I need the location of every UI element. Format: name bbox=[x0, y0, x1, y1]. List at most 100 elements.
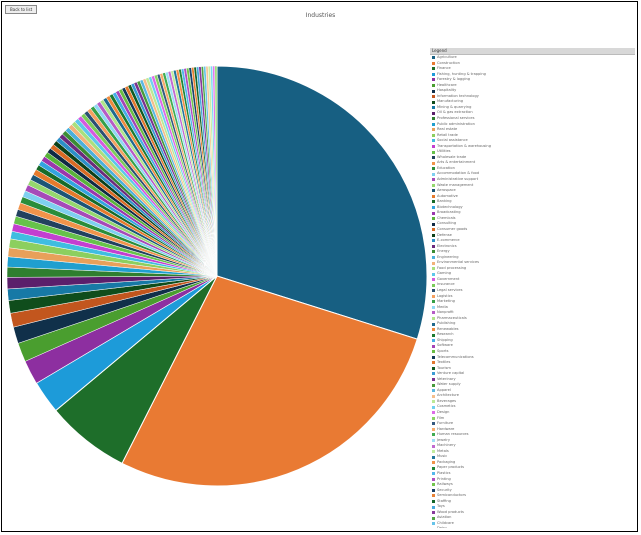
legend-item[interactable]: Legal services bbox=[430, 288, 635, 294]
legend-item[interactable]: Accommodation & food bbox=[430, 171, 635, 177]
legend-item[interactable]: Food processing bbox=[430, 266, 635, 272]
legend-item[interactable]: Film bbox=[430, 416, 635, 422]
legend-item[interactable]: Machinery bbox=[430, 443, 635, 449]
legend-item[interactable]: Information technology bbox=[430, 94, 635, 100]
legend-item[interactable]: Engineering bbox=[430, 255, 635, 261]
legend-item[interactable]: Finance bbox=[430, 66, 635, 72]
legend-item[interactable]: Retail trade bbox=[430, 133, 635, 139]
legend-item[interactable]: Jewelry bbox=[430, 438, 635, 444]
legend-item[interactable]: Wood products bbox=[430, 510, 635, 516]
legend-item[interactable]: Printing bbox=[430, 477, 635, 483]
legend-item[interactable]: Security bbox=[430, 488, 635, 494]
legend-item[interactable]: Hardware bbox=[430, 427, 635, 433]
legend-item[interactable]: Government bbox=[430, 277, 635, 283]
legend-item[interactable]: Paper products bbox=[430, 465, 635, 471]
legend-item[interactable]: Waste management bbox=[430, 183, 635, 189]
legend-item[interactable]: Software bbox=[430, 343, 635, 349]
pie-slice[interactable] bbox=[216, 65, 428, 340]
legend-item[interactable]: Environmental services bbox=[430, 260, 635, 266]
legend-label: Government bbox=[437, 276, 460, 281]
legend-item[interactable]: Childcare bbox=[430, 521, 635, 527]
legend-item[interactable]: Social assistance bbox=[430, 138, 635, 144]
legend-item[interactable]: Human resources bbox=[430, 432, 635, 438]
legend-item[interactable]: Construction bbox=[430, 61, 635, 67]
legend-item[interactable]: Fishing, hunting & trapping bbox=[430, 72, 635, 78]
legend-item[interactable]: Consumer goods bbox=[430, 227, 635, 233]
legend-item[interactable]: Consulting bbox=[430, 221, 635, 227]
legend-item[interactable]: Hospitality bbox=[430, 88, 635, 94]
legend-item[interactable]: Oil & gas extraction bbox=[430, 110, 635, 116]
legend-item[interactable]: Transportation & warehousing bbox=[430, 144, 635, 150]
legend-item[interactable]: Professional services bbox=[430, 116, 635, 122]
legend-item[interactable]: Chemicals bbox=[430, 216, 635, 222]
legend-item[interactable]: Sports bbox=[430, 349, 635, 355]
legend-item[interactable]: Wholesale trade bbox=[430, 155, 635, 161]
legend-item[interactable]: Apparel bbox=[430, 388, 635, 394]
legend-item[interactable]: Design bbox=[430, 410, 635, 416]
legend-item[interactable]: Public administration bbox=[430, 122, 635, 128]
legend-item[interactable]: Marketing bbox=[430, 299, 635, 305]
legend-item[interactable]: Broadcasting bbox=[430, 210, 635, 216]
legend-item[interactable]: Banking bbox=[430, 199, 635, 205]
legend-item[interactable]: Music bbox=[430, 454, 635, 460]
legend-item[interactable]: Furniture bbox=[430, 421, 635, 427]
legend-label: Construction bbox=[437, 60, 460, 65]
legend-item[interactable]: Aerospace bbox=[430, 188, 635, 194]
legend-item[interactable]: Research bbox=[430, 332, 635, 338]
legend-item[interactable]: Packaging bbox=[430, 460, 635, 466]
legend-item[interactable]: Healthcare bbox=[430, 83, 635, 89]
legend-item[interactable]: Architecture bbox=[430, 393, 635, 399]
legend-item[interactable]: Cosmetics bbox=[430, 404, 635, 410]
legend-item[interactable]: Arts & entertainment bbox=[430, 160, 635, 166]
legend-item[interactable]: Veterinary bbox=[430, 377, 635, 383]
legend-item[interactable]: Logistics bbox=[430, 294, 635, 300]
legend-item[interactable]: Administrative support bbox=[430, 177, 635, 183]
legend-swatch bbox=[432, 450, 435, 454]
legend-item[interactable]: Textiles bbox=[430, 360, 635, 366]
legend-swatch bbox=[432, 405, 435, 409]
legend-label: Nonprofit bbox=[437, 310, 454, 315]
legend-swatch bbox=[432, 500, 435, 504]
back-button[interactable]: Back to list bbox=[5, 5, 38, 14]
legend-item[interactable]: Aviation bbox=[430, 515, 635, 521]
legend-item[interactable]: Gaming bbox=[430, 271, 635, 277]
legend-item[interactable]: Real estate bbox=[430, 127, 635, 133]
legend-item[interactable]: Renewables bbox=[430, 327, 635, 333]
legend-item[interactable]: Dairy bbox=[430, 526, 635, 528]
legend-item[interactable]: Pharmaceuticals bbox=[430, 316, 635, 322]
legend-item[interactable]: Utilities bbox=[430, 149, 635, 155]
legend-item[interactable]: Beverages bbox=[430, 399, 635, 405]
legend-item[interactable]: Defense bbox=[430, 233, 635, 239]
legend-item[interactable]: Railways bbox=[430, 482, 635, 488]
legend-item[interactable]: Media bbox=[430, 305, 635, 311]
legend-item[interactable]: Agriculture bbox=[430, 55, 635, 61]
legend-label: Toys bbox=[437, 504, 445, 509]
legend-item[interactable]: Mining & quarrying bbox=[430, 105, 635, 111]
legend-item[interactable]: Metals bbox=[430, 449, 635, 455]
legend-item[interactable]: E-commerce bbox=[430, 238, 635, 244]
legend-item[interactable]: Publishing bbox=[430, 321, 635, 327]
legend-item[interactable]: Toys bbox=[430, 504, 635, 510]
legend-item[interactable]: Manufacturing bbox=[430, 99, 635, 105]
legend-item[interactable]: Plastics bbox=[430, 471, 635, 477]
pie-slice[interactable] bbox=[121, 275, 418, 487]
legend-item[interactable]: Tourism bbox=[430, 366, 635, 372]
legend-item[interactable]: Forestry & logging bbox=[430, 77, 635, 83]
legend-item[interactable]: Nonprofit bbox=[430, 310, 635, 316]
legend-swatch bbox=[432, 350, 435, 354]
legend-item[interactable]: Shipping bbox=[430, 338, 635, 344]
legend-swatch bbox=[432, 328, 435, 332]
legend-item[interactable]: Biotechnology bbox=[430, 205, 635, 211]
legend-label: Plastics bbox=[437, 471, 451, 476]
legend-item[interactable]: Staffing bbox=[430, 499, 635, 505]
legend-item[interactable]: Semiconductors bbox=[430, 493, 635, 499]
legend-item[interactable]: Electronics bbox=[430, 244, 635, 250]
legend-item[interactable]: Insurance bbox=[430, 282, 635, 288]
legend-item[interactable]: Water supply bbox=[430, 382, 635, 388]
pie-slice[interactable] bbox=[214, 65, 218, 277]
legend-item[interactable]: Education bbox=[430, 166, 635, 172]
legend-item[interactable]: Venture capital bbox=[430, 371, 635, 377]
legend-item[interactable]: Automotive bbox=[430, 194, 635, 200]
legend-item[interactable]: Energy bbox=[430, 249, 635, 255]
legend-item[interactable]: Telecommunications bbox=[430, 355, 635, 361]
